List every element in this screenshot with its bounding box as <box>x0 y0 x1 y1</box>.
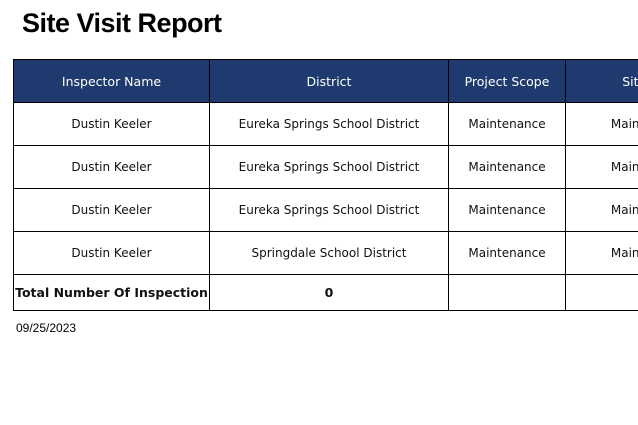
table-row: Dustin Keeler Eureka Springs School Dist… <box>13 145 638 189</box>
header-inspector-name: Inspector Name <box>13 59 210 103</box>
cell-inspector: Dustin Keeler <box>13 102 210 146</box>
cell-site-visit: Maintenance <box>565 188 638 232</box>
cell-site-visit: Maintenance <box>565 145 638 189</box>
table-row: Dustin Keeler Eureka Springs School Dist… <box>13 188 638 232</box>
report-table-container: Inspector Name District Project Scope Si… <box>13 59 638 311</box>
cell-inspector: Dustin Keeler <box>13 145 210 189</box>
report-table: Inspector Name District Project Scope Si… <box>13 59 638 311</box>
total-value: 0 <box>209 274 449 311</box>
cell-scope: Maintenance <box>448 145 566 189</box>
cell-site-visit: Maintenance <box>565 102 638 146</box>
header-district: District <box>209 59 449 103</box>
cell-inspector: Dustin Keeler <box>13 231 210 275</box>
header-project-scope: Project Scope <box>448 59 566 103</box>
report-date: 09/25/2023 <box>16 321 77 335</box>
page-title: Site Visit Report <box>22 8 222 38</box>
header-site-visit: Site Visit <box>565 59 638 103</box>
cell-scope: Maintenance <box>448 231 566 275</box>
cell-district: Eureka Springs School District <box>209 188 449 232</box>
total-label: Total Number Of Inspection <box>13 274 210 311</box>
cell-scope: Maintenance <box>448 102 566 146</box>
cell-district: Eureka Springs School District <box>209 102 449 146</box>
total-row: Total Number Of Inspection 0 <box>13 274 638 311</box>
cell-inspector: Dustin Keeler <box>13 188 210 232</box>
table-row: Dustin Keeler Eureka Springs School Dist… <box>13 102 638 146</box>
cell-district: Eureka Springs School District <box>209 145 449 189</box>
table-row: Dustin Keeler Springdale School District… <box>13 231 638 275</box>
cell-scope: Maintenance <box>448 188 566 232</box>
total-empty-cell <box>448 274 566 311</box>
total-empty-cell <box>565 274 638 311</box>
cell-site-visit: Maintenance <box>565 231 638 275</box>
header-row: Inspector Name District Project Scope Si… <box>13 59 638 103</box>
cell-district: Springdale School District <box>209 231 449 275</box>
